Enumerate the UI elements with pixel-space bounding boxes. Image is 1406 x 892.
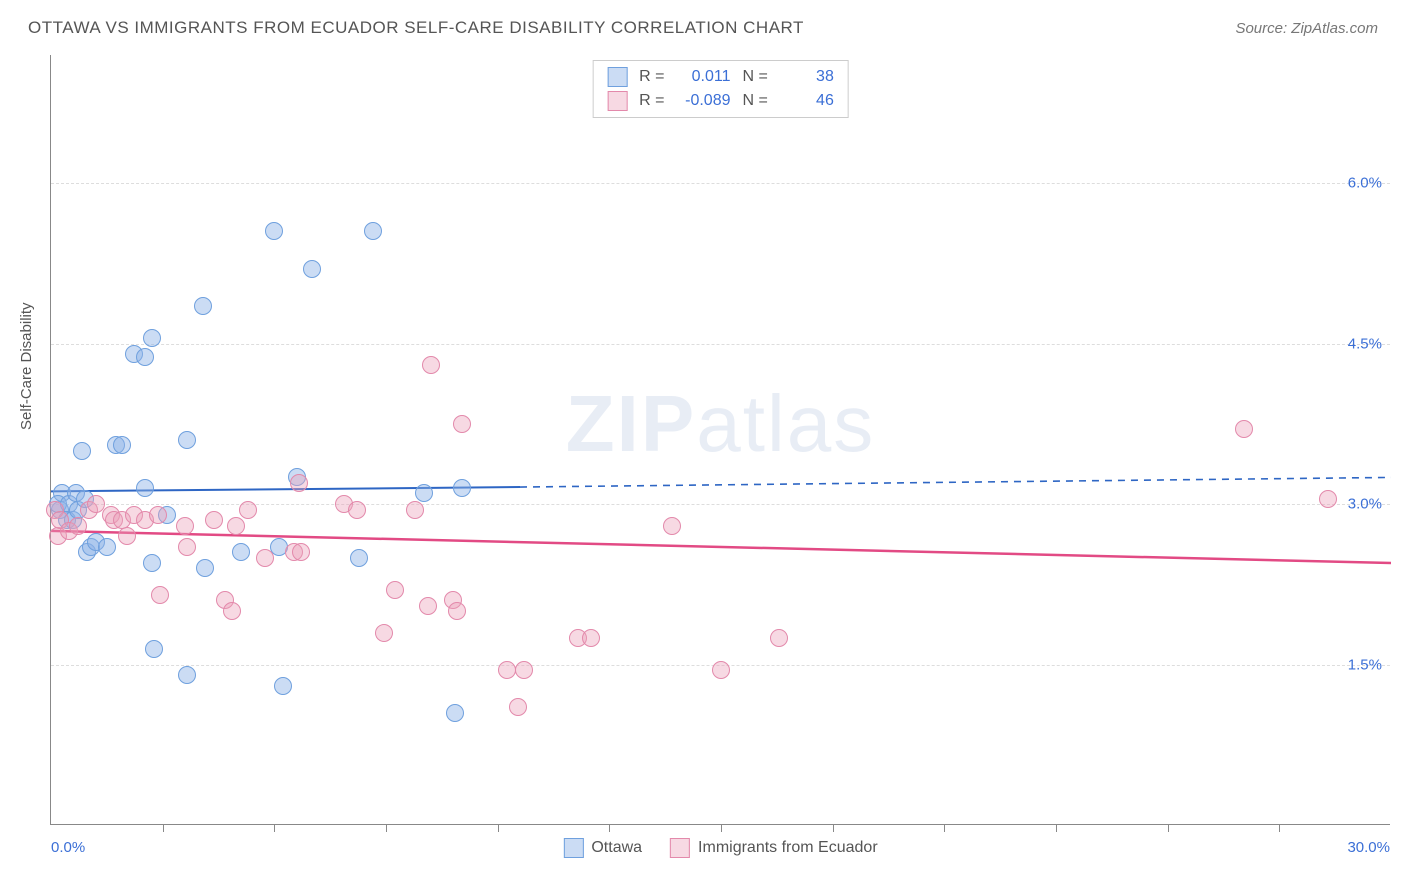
chart-title: OTTAWA VS IMMIGRANTS FROM ECUADOR SELF-C… xyxy=(28,18,804,38)
data-point xyxy=(143,554,161,572)
data-point xyxy=(386,581,404,599)
r-value: 0.011 xyxy=(677,68,731,86)
data-point xyxy=(415,484,433,502)
data-point xyxy=(145,640,163,658)
data-point xyxy=(303,260,321,278)
x-tick xyxy=(498,824,499,832)
y-tick-label: 6.0% xyxy=(1348,175,1382,192)
data-point xyxy=(375,624,393,642)
data-point xyxy=(509,698,527,716)
data-point xyxy=(98,538,116,556)
data-point xyxy=(178,538,196,556)
legend-swatch xyxy=(607,67,627,87)
data-point xyxy=(292,543,310,561)
y-axis-title: Self-Care Disability xyxy=(18,302,35,430)
n-label: N = xyxy=(743,68,768,86)
data-point xyxy=(194,297,212,315)
data-point xyxy=(232,543,250,561)
x-tick xyxy=(944,824,945,832)
y-tick-label: 3.0% xyxy=(1348,496,1382,513)
legend-swatch xyxy=(670,838,690,858)
data-point xyxy=(136,348,154,366)
chart-plot-area: ZIPatlas R = 0.011 N = 38 R = -0.089 N =… xyxy=(50,55,1390,825)
legend-label: Ottawa xyxy=(591,839,642,857)
data-point xyxy=(422,356,440,374)
data-point xyxy=(227,517,245,535)
data-point xyxy=(256,549,274,567)
grid-line xyxy=(51,344,1390,345)
data-point xyxy=(136,479,154,497)
x-axis-max-label: 30.0% xyxy=(1347,839,1390,856)
data-point xyxy=(151,586,169,604)
r-label: R = xyxy=(639,92,664,110)
data-point xyxy=(73,442,91,460)
n-value: 46 xyxy=(780,92,834,110)
data-point xyxy=(118,527,136,545)
y-tick-label: 4.5% xyxy=(1348,335,1382,352)
data-point xyxy=(350,549,368,567)
data-point xyxy=(1319,490,1337,508)
r-value: -0.089 xyxy=(677,92,731,110)
data-point xyxy=(265,222,283,240)
data-point xyxy=(1235,420,1253,438)
data-point xyxy=(274,677,292,695)
x-axis-min-label: 0.0% xyxy=(51,839,85,856)
x-tick xyxy=(609,824,610,832)
data-point xyxy=(498,661,516,679)
x-tick xyxy=(721,824,722,832)
data-point xyxy=(448,602,466,620)
data-point xyxy=(178,666,196,684)
data-point xyxy=(515,661,533,679)
x-tick xyxy=(274,824,275,832)
data-point xyxy=(419,597,437,615)
data-point xyxy=(113,436,131,454)
x-tick xyxy=(1279,824,1280,832)
stats-legend: R = 0.011 N = 38 R = -0.089 N = 46 xyxy=(592,60,849,118)
data-point xyxy=(239,501,257,519)
x-tick xyxy=(1056,824,1057,832)
regression-lines-layer xyxy=(51,55,1390,824)
data-point xyxy=(712,661,730,679)
x-tick xyxy=(1168,824,1169,832)
legend-swatch xyxy=(563,838,583,858)
y-tick-label: 1.5% xyxy=(1348,656,1382,673)
r-label: R = xyxy=(639,68,664,86)
x-tick xyxy=(833,824,834,832)
data-point xyxy=(348,501,366,519)
data-point xyxy=(223,602,241,620)
x-tick xyxy=(386,824,387,832)
n-label: N = xyxy=(743,92,768,110)
data-point xyxy=(143,329,161,347)
data-point xyxy=(453,479,471,497)
data-point xyxy=(176,517,194,535)
data-point xyxy=(770,629,788,647)
data-point xyxy=(364,222,382,240)
data-point xyxy=(69,517,87,535)
data-point xyxy=(178,431,196,449)
legend-item: Immigrants from Ecuador xyxy=(670,838,878,858)
source-attribution: Source: ZipAtlas.com xyxy=(1235,20,1378,37)
grid-line xyxy=(51,183,1390,184)
x-tick xyxy=(163,824,164,832)
series-legend: Ottawa Immigrants from Ecuador xyxy=(563,838,877,858)
data-point xyxy=(149,506,167,524)
legend-swatch xyxy=(607,91,627,111)
data-point xyxy=(406,501,424,519)
legend-item: Ottawa xyxy=(563,838,642,858)
n-value: 38 xyxy=(780,68,834,86)
legend-label: Immigrants from Ecuador xyxy=(698,839,878,857)
data-point xyxy=(453,415,471,433)
data-point xyxy=(663,517,681,535)
data-point xyxy=(290,474,308,492)
stats-legend-row: R = -0.089 N = 46 xyxy=(607,89,834,113)
stats-legend-row: R = 0.011 N = 38 xyxy=(607,65,834,89)
data-point xyxy=(87,495,105,513)
data-point xyxy=(446,704,464,722)
data-point xyxy=(582,629,600,647)
data-point xyxy=(196,559,214,577)
data-point xyxy=(205,511,223,529)
